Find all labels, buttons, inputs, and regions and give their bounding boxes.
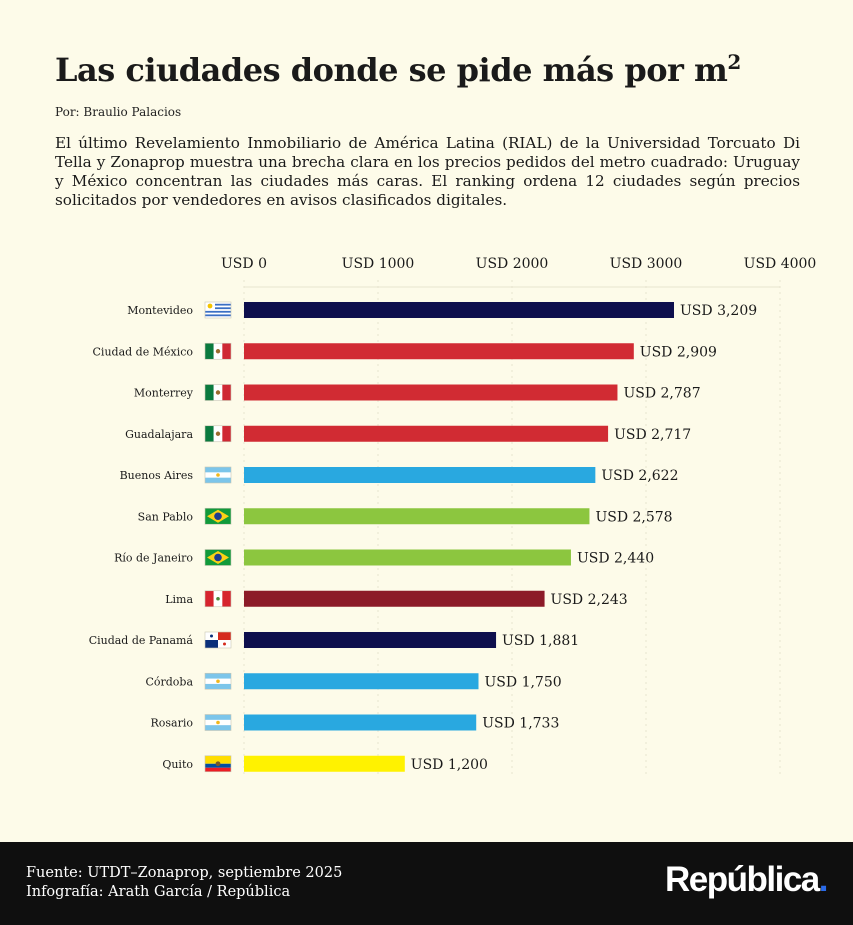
x-tick-label: USD 4000 (744, 256, 817, 272)
byline: Por: Braulio Palacios (55, 105, 182, 119)
republica-logo: República. (665, 860, 829, 900)
category-label: Rosario (150, 717, 193, 730)
category-label: Monterrey (134, 387, 194, 400)
source-text: Fuente: UTDT–Zonaprop, septiembre 2025 (26, 865, 343, 881)
data-label: USD 1,200 (411, 757, 488, 773)
data-label: USD 1,750 (485, 674, 562, 690)
bar-monterrey (244, 384, 618, 401)
bar-r-o-de-janeiro (244, 549, 571, 566)
intro-paragraph: El último Revelamiento Inmobiliario de A… (55, 134, 800, 209)
data-label: USD 2,717 (614, 427, 691, 443)
title-superscript: 2 (727, 50, 741, 74)
peru-flag-icon (204, 590, 232, 608)
data-label: USD 2,787 (623, 386, 700, 402)
bar-ciudad-de-panam- (244, 632, 497, 648)
bar-montevideo (244, 302, 675, 318)
category-label: Montevideo (127, 304, 193, 317)
x-tick-label: USD 3000 (610, 256, 683, 272)
panama-flag-icon (204, 631, 232, 649)
argentina-flag-icon (204, 714, 232, 731)
data-label: USD 2,440 (577, 551, 654, 567)
bar-rosario (244, 714, 477, 731)
bar-c-rdoba (244, 673, 479, 690)
ecuador-flag-icon (204, 755, 232, 773)
logo-dot: . (818, 860, 829, 899)
data-label: USD 2,622 (601, 468, 678, 484)
bar-chart: USD 0 USD 1000 USD 2000 USD 3000 USD 4000 Mon… (89, 256, 817, 775)
data-label: USD 1,881 (502, 633, 579, 649)
mexico-flag-icon (204, 342, 232, 360)
title-text: Las ciudades donde se pide más por m (55, 51, 728, 89)
bar-san-pablo (244, 508, 590, 525)
brazil-flag-icon (204, 549, 232, 566)
mexico-flag-icon (204, 384, 232, 401)
x-tick-label: USD 0 (221, 256, 267, 272)
data-label: USD 1,733 (482, 716, 559, 732)
bar-lima (244, 590, 545, 607)
page-title: Las ciudades donde se pide más por m2 (55, 50, 741, 89)
bar-guadalajara (244, 425, 609, 442)
uruguay-flag-icon (204, 301, 232, 319)
data-label: USD 2,909 (640, 344, 717, 360)
category-label: Córdoba (145, 675, 193, 688)
category-label: Guadalajara (125, 428, 193, 441)
argentina-flag-icon (204, 672, 232, 690)
category-label: Buenos Aires (120, 469, 194, 482)
bar-buenos-aires (244, 467, 596, 483)
data-label: USD 3,209 (680, 303, 757, 319)
bar-ciudad-de-m-xico (244, 343, 634, 360)
category-label: Río de Janeiro (114, 552, 193, 565)
category-label: Quito (162, 758, 193, 771)
data-label: USD 2,578 (595, 509, 672, 525)
mexico-flag-icon (204, 425, 232, 443)
argentina-flag-icon (204, 466, 232, 484)
category-label: Lima (165, 593, 193, 606)
x-tick-label: USD 2000 (476, 256, 549, 272)
category-label: San Pablo (138, 510, 194, 523)
data-label: USD 2,243 (551, 592, 628, 608)
category-label: Ciudad de México (93, 345, 194, 358)
category-label: Ciudad de Panamá (89, 634, 194, 647)
footer: Fuente: UTDT–Zonaprop, septiembre 2025 I… (0, 842, 853, 925)
bar-quito (244, 755, 405, 772)
brazil-flag-icon (204, 507, 232, 525)
x-tick-label: USD 1000 (342, 256, 415, 272)
credit-text: Infografía: Arath García / República (26, 884, 291, 900)
logo-text: República (665, 860, 820, 899)
